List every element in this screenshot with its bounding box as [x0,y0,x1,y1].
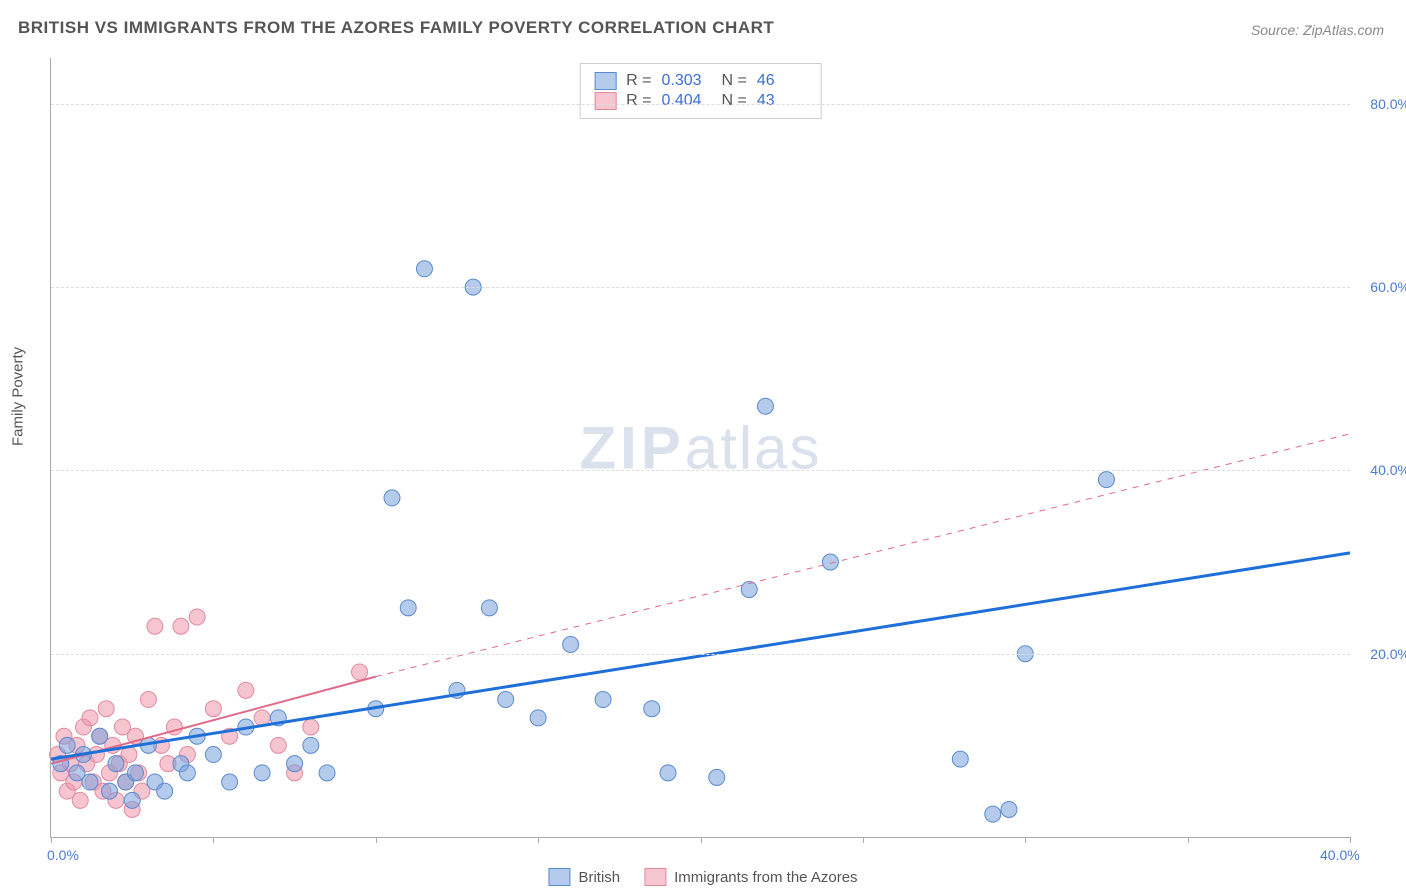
y-tick-label: 60.0% [1370,279,1406,295]
legend-swatch-azores [644,868,666,886]
legend-label-azores: Immigrants from the Azores [674,869,857,886]
y-tick-label: 40.0% [1370,462,1406,478]
plot-area: ZIPatlas R = 0.303 N = 46 R = 0.404 N = … [50,58,1350,838]
x-tick-label: 0.0% [47,847,79,863]
r-label: R = [626,72,651,90]
y-axis-title: Family Poverty [10,347,27,446]
n-value-british: 46 [757,72,807,90]
legend-label-british: British [578,869,620,886]
source-label: Source: ZipAtlas.com [1251,22,1384,38]
legend-item-azores: Immigrants from the Azores [644,868,857,886]
stats-row-azores: R = 0.404 N = 43 [594,92,807,110]
swatch-azores [594,92,616,110]
chart-container: BRITISH VS IMMIGRANTS FROM THE AZORES FA… [0,0,1406,892]
y-tick-label: 20.0% [1370,646,1406,662]
x-tick-label: 40.0% [1320,847,1360,863]
stats-legend: R = 0.303 N = 46 R = 0.404 N = 43 [579,63,822,119]
n-value-azores: 43 [757,92,807,110]
r-label2: R = [626,92,651,110]
stats-row-british: R = 0.303 N = 46 [594,72,807,90]
n-label2: N = [722,92,747,110]
r-value-azores: 0.404 [662,92,712,110]
swatch-british [594,72,616,90]
legend-swatch-british [548,868,570,886]
y-tick-label: 80.0% [1370,96,1406,112]
chart-title: BRITISH VS IMMIGRANTS FROM THE AZORES FA… [18,18,774,38]
r-value-british: 0.303 [662,72,712,90]
n-label: N = [722,72,747,90]
bottom-legend: British Immigrants from the Azores [548,868,857,886]
chart-svg [51,58,1350,837]
legend-item-british: British [548,868,620,886]
